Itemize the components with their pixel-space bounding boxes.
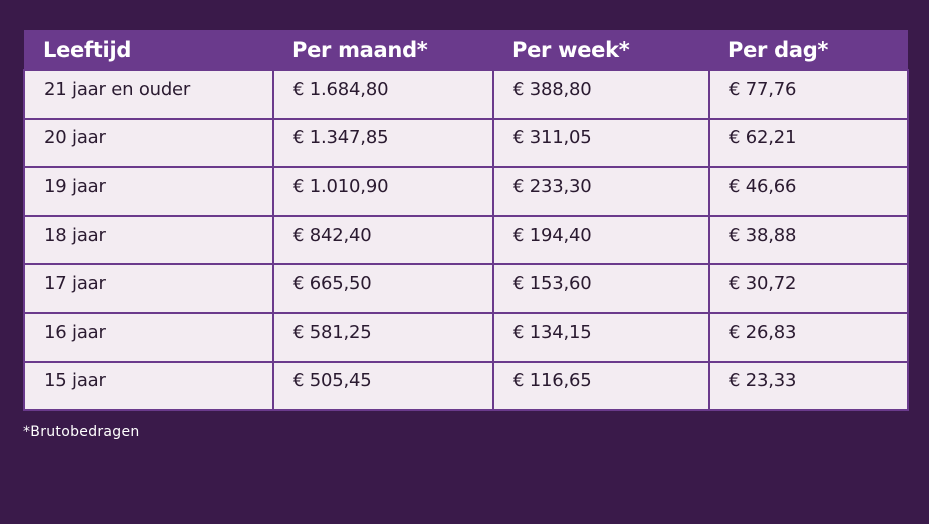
cell-age: 15 jaar — [23, 360, 274, 412]
header-per-dag: Per dag* — [709, 30, 908, 70]
table-row: 21 jaar en ouder € 1.684,80 € 388,80 € 7… — [23, 69, 909, 120]
cell-per-month: € 1.010,90 — [272, 166, 494, 217]
header-per-maand: Per maand* — [273, 30, 493, 70]
cell-per-week: € 233,30 — [492, 166, 710, 217]
header-leeftijd: Leeftijd — [24, 30, 273, 70]
cell-per-week: € 153,60 — [492, 263, 710, 314]
cell-per-day: € 62,21 — [708, 117, 909, 169]
table-row: 18 jaar € 842,40 € 194,40 € 38,88 — [23, 214, 909, 266]
cell-age: 19 jaar — [23, 166, 274, 217]
cell-age: 18 jaar — [23, 214, 274, 266]
table-row: 16 jaar € 581,25 € 134,15 € 26,83 — [23, 311, 909, 363]
cell-per-day: € 30,72 — [708, 263, 909, 314]
cell-per-day: € 26,83 — [708, 311, 909, 363]
header-row: Leeftijd Per maand* Per week* Per dag* — [24, 30, 908, 70]
table-row: 19 jaar € 1.010,90 € 233,30 € 46,66 — [23, 166, 909, 217]
table-row: 20 jaar € 1.347,85 € 311,05 € 62,21 — [23, 117, 909, 169]
cell-per-month: € 1.347,85 — [272, 117, 494, 169]
wage-table-container: Leeftijd Per maand* Per week* Per dag* 2… — [23, 30, 909, 412]
cell-per-month: € 842,40 — [272, 214, 494, 266]
table-body: 21 jaar en ouder € 1.684,80 € 388,80 € 7… — [23, 69, 909, 412]
wage-table: Leeftijd Per maand* Per week* Per dag* 2… — [23, 30, 909, 412]
cell-per-day: € 46,66 — [708, 166, 909, 217]
table-row: 17 jaar € 665,50 € 153,60 € 30,72 — [23, 263, 909, 314]
header-per-week: Per week* — [493, 30, 709, 70]
cell-age: 21 jaar en ouder — [23, 69, 274, 120]
cell-per-month: € 581,25 — [272, 311, 494, 363]
cell-per-day: € 23,33 — [708, 360, 909, 412]
cell-per-day: € 38,88 — [708, 214, 909, 266]
cell-per-month: € 665,50 — [272, 263, 494, 314]
cell-age: 17 jaar — [23, 263, 274, 314]
table-row: 15 jaar € 505,45 € 116,65 € 23,33 — [23, 360, 909, 412]
cell-per-week: € 388,80 — [492, 69, 710, 120]
cell-age: 16 jaar — [23, 311, 274, 363]
cell-per-month: € 505,45 — [272, 360, 494, 412]
cell-per-week: € 116,65 — [492, 360, 710, 412]
cell-per-month: € 1.684,80 — [272, 69, 494, 120]
cell-per-week: € 194,40 — [492, 214, 710, 266]
cell-per-week: € 134,15 — [492, 311, 710, 363]
cell-age: 20 jaar — [23, 117, 274, 169]
cell-per-day: € 77,76 — [708, 69, 909, 120]
footnote: *Brutobedragen — [23, 424, 140, 440]
table-header: Leeftijd Per maand* Per week* Per dag* — [24, 30, 908, 70]
cell-per-week: € 311,05 — [492, 117, 710, 169]
